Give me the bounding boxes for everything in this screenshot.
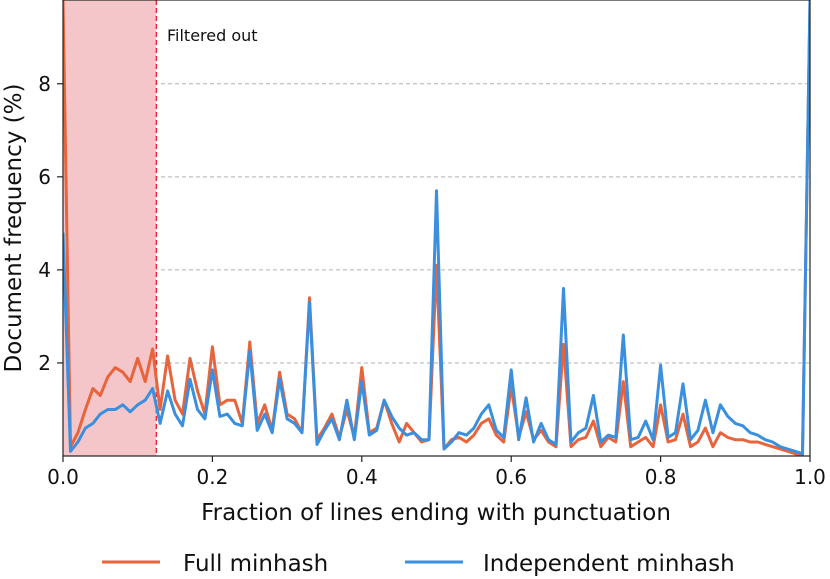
series-lines: [63, 0, 810, 456]
series-line-independent-minhash: [63, 0, 810, 456]
series-line-full-minhash: [63, 0, 810, 456]
x-axis-title: Fraction of lines ending with punctuatio…: [201, 500, 671, 526]
legend: Full minhash Independent minhash: [102, 551, 735, 577]
x-tick-label-3: 0.6: [495, 465, 527, 489]
y-tick-label-2: 6: [38, 165, 51, 189]
plot-border: [62, 0, 811, 457]
x-tick-label-4: 0.8: [645, 465, 677, 489]
y-axis-ticks: 2 4 6 8: [38, 72, 63, 375]
y-axis-title: Document frequency (%): [1, 84, 27, 373]
y-tick-label-0: 2: [38, 351, 51, 375]
filtered-out-annotation: Filtered out: [167, 26, 258, 45]
y-tick-label-1: 4: [38, 258, 51, 282]
x-tick-label-5: 1.0: [794, 465, 826, 489]
x-tick-label-0: 0.0: [47, 465, 79, 489]
x-tick-label-2: 0.4: [346, 465, 378, 489]
x-tick-label-1: 0.2: [196, 465, 228, 489]
filtered-region: [63, 0, 158, 456]
x-axis-ticks: 0.0 0.2 0.4 0.6 0.8 1.0: [47, 456, 826, 489]
axes-frame: [62, 0, 811, 457]
y-tick-label-3: 8: [38, 72, 51, 96]
filtered-region-shade: [63, 0, 157, 456]
legend-label-independent-minhash: Independent minhash: [483, 551, 735, 577]
legend-label-full-minhash: Full minhash: [183, 551, 328, 577]
